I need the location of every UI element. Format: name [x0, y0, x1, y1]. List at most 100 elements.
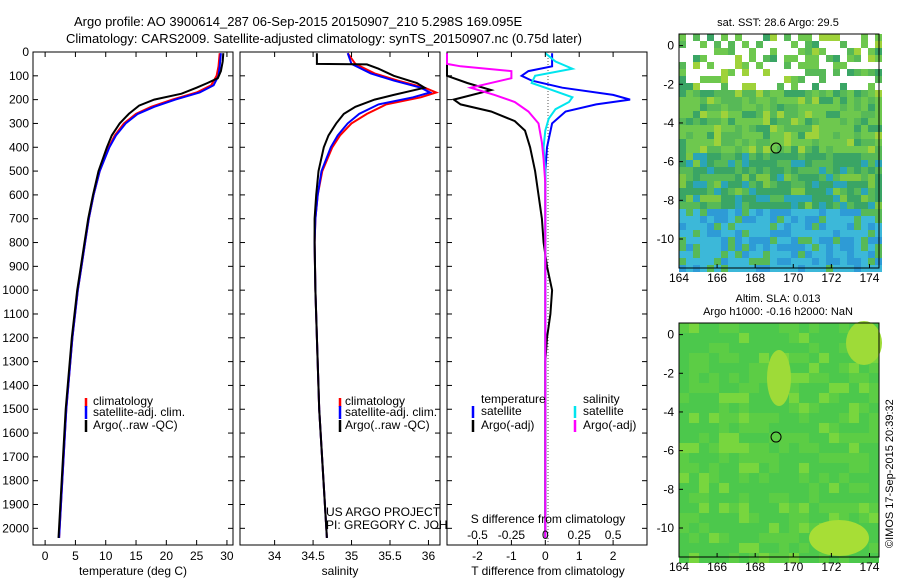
map-cell	[869, 503, 879, 513]
map-cell	[869, 413, 879, 423]
map-cell	[798, 111, 805, 118]
map-cell	[700, 76, 707, 83]
map-cell	[847, 104, 854, 111]
map-cell	[847, 97, 854, 104]
map-cell	[791, 55, 798, 62]
map-cell	[840, 188, 847, 195]
map-cell	[679, 41, 686, 48]
map-cell	[728, 55, 735, 62]
map-cell	[812, 209, 819, 216]
map-cell	[784, 237, 791, 244]
map-cell	[789, 433, 799, 443]
map-cell	[700, 125, 707, 132]
map-cell	[763, 139, 770, 146]
map-cell	[714, 202, 721, 209]
map-cell	[789, 423, 799, 433]
sst-map-panel: sat. SST: 28.6 Argo: 29.5 164 166 168 170 17…	[657, 17, 882, 285]
map-cell	[728, 209, 735, 216]
map-cell	[749, 55, 756, 62]
map-cell	[709, 323, 719, 333]
map-cell	[700, 41, 707, 48]
sla-map-panel: Altim. SLA: 0.013 Argo h1000: -0.16 h200…	[657, 293, 882, 574]
map-cell	[819, 443, 829, 453]
map-cell	[789, 323, 799, 333]
map-cell	[756, 62, 763, 69]
map-cell	[742, 216, 749, 223]
temperature-panel: 0100200300400500600700800900100011001200…	[2, 45, 234, 578]
map-cell	[789, 483, 799, 493]
map-cell	[679, 513, 689, 523]
map-cell	[679, 160, 686, 167]
map-cell	[739, 333, 749, 343]
map-cell	[679, 453, 689, 463]
map-cell	[679, 553, 689, 563]
map-cell	[742, 48, 749, 55]
map-cell	[819, 553, 829, 563]
map-cell	[779, 413, 789, 423]
map-cell	[819, 139, 826, 146]
map-cell	[769, 413, 779, 423]
map-cell	[689, 453, 699, 463]
map-cell	[707, 153, 714, 160]
map-cell	[699, 333, 709, 343]
map-cell	[770, 209, 777, 216]
map-cell	[693, 237, 700, 244]
map-cell	[693, 244, 700, 251]
map-cell	[869, 363, 879, 373]
map-cell	[859, 553, 869, 563]
map-cell	[849, 383, 859, 393]
map-cell	[789, 463, 799, 473]
map-cell	[700, 83, 707, 90]
map-cell	[784, 188, 791, 195]
map-cell	[693, 146, 700, 153]
map-cell	[809, 373, 819, 383]
map-cell	[826, 230, 833, 237]
map-cell	[714, 139, 721, 146]
map-cell	[777, 244, 784, 251]
argo-location-marker	[770, 142, 782, 154]
y-tick-label: 0	[667, 328, 674, 342]
map-cell	[679, 543, 689, 553]
map-cell	[689, 403, 699, 413]
y-tick-label: 1100	[3, 307, 29, 321]
map-cell	[784, 34, 791, 41]
map-cell	[728, 237, 735, 244]
map-cell	[689, 363, 699, 373]
map-cell	[714, 188, 721, 195]
map-cell	[869, 463, 879, 473]
map-cell	[833, 258, 840, 265]
map-cell	[833, 160, 840, 167]
map-cell	[805, 223, 812, 230]
map-cell	[869, 483, 879, 493]
map-cell	[861, 41, 868, 48]
map-cell	[769, 333, 779, 343]
map-cell	[849, 453, 859, 463]
map-cell	[679, 423, 689, 433]
map-cell	[742, 90, 749, 97]
map-cell	[826, 139, 833, 146]
map-cell	[805, 230, 812, 237]
map-cell	[799, 543, 809, 553]
map-cell	[798, 132, 805, 139]
map-cell	[707, 111, 714, 118]
map-cell	[735, 132, 742, 139]
s-tick-label: -0.5	[467, 528, 488, 542]
map-cell	[770, 62, 777, 69]
map-cell	[763, 167, 770, 174]
map-cell	[847, 48, 854, 55]
map-cell	[861, 251, 868, 258]
map-cell	[769, 533, 779, 543]
map-cell	[779, 553, 789, 563]
map-cell	[854, 216, 861, 223]
y-tick-label: 1800	[2, 474, 29, 488]
map-cell	[686, 195, 693, 202]
map-cell	[693, 34, 700, 41]
map-cell	[826, 146, 833, 153]
map-cell	[839, 483, 849, 493]
y-tick-label: 100	[9, 69, 29, 83]
map-cell	[805, 111, 812, 118]
map-cell	[721, 41, 728, 48]
map-cell	[784, 167, 791, 174]
map-cell	[849, 363, 859, 373]
y-tick-label: -6	[663, 155, 674, 169]
